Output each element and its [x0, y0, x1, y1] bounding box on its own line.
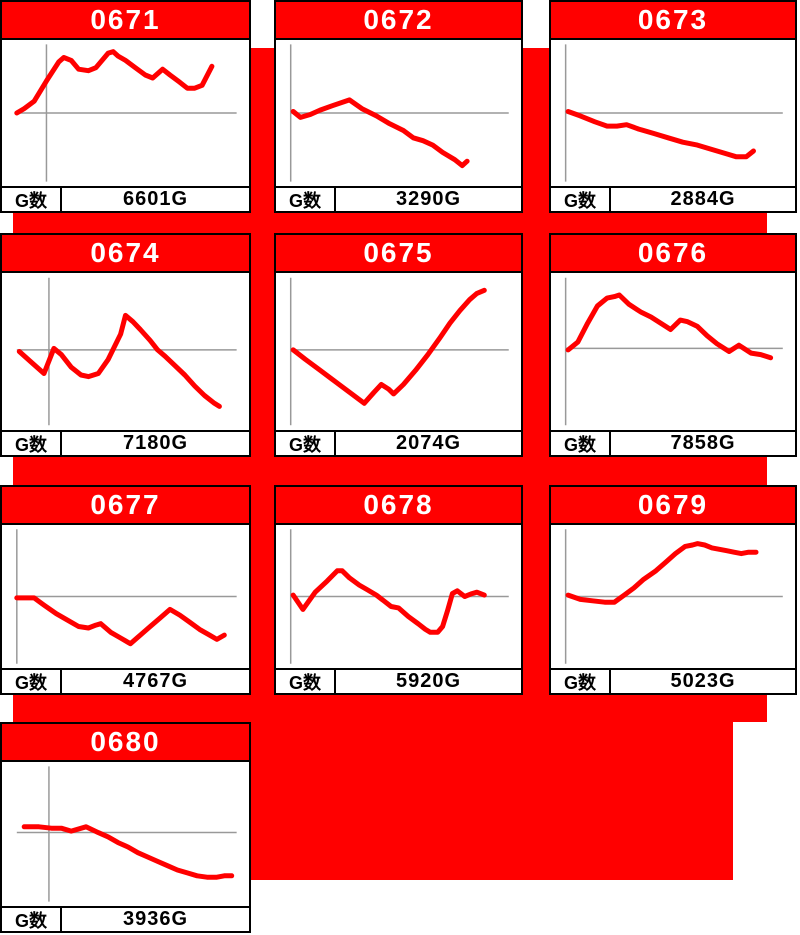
- machine-number: 0680: [90, 726, 161, 757]
- machine-card[interactable]: 0671 G数 6601G: [0, 0, 251, 213]
- machine-number: 0676: [637, 237, 709, 268]
- machine-number-header: 0673: [549, 0, 797, 40]
- g-count-label: G数: [551, 432, 611, 455]
- g-count-row: G数 2074G: [274, 430, 523, 457]
- g-count-value: 2884G: [670, 188, 736, 210]
- machine-number: 0671: [90, 4, 161, 35]
- g-count-label: G数: [276, 670, 336, 693]
- g-count-label: G数: [551, 670, 611, 693]
- g-count-value: 3936G: [122, 908, 189, 930]
- g-count-value: 3290G: [395, 188, 462, 210]
- slump-line: [565, 541, 759, 605]
- machine-card[interactable]: 0674 G数 7180G: [0, 233, 251, 457]
- slump-graph: [549, 525, 797, 668]
- slump-graph: [0, 273, 251, 430]
- slump-graph-svg: [289, 277, 509, 426]
- slump-graph-svg: [16, 277, 237, 426]
- slump-line: [14, 49, 215, 116]
- machine-number-header: 0680: [0, 722, 251, 762]
- g-count-row: G数 3936G: [0, 906, 251, 933]
- machine-card[interactable]: 0676 G数 7858G: [549, 233, 797, 457]
- machine-number: 0674: [90, 237, 161, 268]
- machine-number-header: 0678: [274, 485, 523, 525]
- machine-card[interactable]: 0672 G数 3290G: [274, 0, 523, 213]
- g-count-label: G数: [276, 432, 336, 455]
- slump-graph-svg: [14, 529, 237, 664]
- slump-graph: [0, 525, 251, 668]
- slump-graph-svg: [564, 529, 783, 664]
- g-count-label: G数: [2, 908, 62, 931]
- g-count-row: G数 7858G: [549, 430, 797, 457]
- slump-graph-svg: [564, 44, 783, 182]
- machine-number: 0679: [637, 489, 709, 520]
- machine-card[interactable]: 0673 G数 2884G: [549, 0, 797, 213]
- g-count-row: G数 5023G: [549, 668, 797, 695]
- slump-line: [290, 287, 487, 406]
- machine-number-header: 0674: [0, 233, 251, 273]
- slump-graph: [549, 40, 797, 186]
- machine-number-header: 0677: [0, 485, 251, 525]
- slump-graph: [549, 273, 797, 430]
- g-count-row: G数 3290G: [274, 186, 523, 213]
- g-count-label: G数: [2, 670, 62, 693]
- g-count-label: G数: [276, 188, 336, 211]
- slump-line: [21, 824, 235, 880]
- machine-card[interactable]: 0675 G数 2074G: [274, 233, 523, 457]
- red-background-panel: [251, 722, 733, 880]
- machine-number-header: 0675: [274, 233, 523, 273]
- g-count-row: G数 5920G: [274, 668, 523, 695]
- slump-graph: [0, 40, 251, 186]
- machine-card[interactable]: 0679 G数 5023G: [549, 485, 797, 695]
- slump-line: [16, 312, 222, 409]
- slump-graph-svg: [14, 44, 237, 182]
- g-count-value: 7858G: [670, 432, 736, 454]
- slump-graph-svg: [564, 277, 783, 426]
- machine-card[interactable]: 0678 G数 5920G: [274, 485, 523, 695]
- slump-graph: [0, 762, 251, 906]
- slump-graph-svg: [16, 766, 237, 902]
- g-count-value: 5023G: [670, 670, 736, 692]
- slump-line: [290, 568, 487, 635]
- slump-graph: [274, 273, 523, 430]
- slump-line: [565, 292, 774, 361]
- slump-graph-svg: [289, 44, 509, 182]
- slump-line: [565, 109, 756, 160]
- machine-card[interactable]: 0677 G数 4767G: [0, 485, 251, 695]
- machine-number-header: 0676: [549, 233, 797, 273]
- machine-number: 0672: [363, 4, 434, 35]
- g-count-row: G数 6601G: [0, 186, 251, 213]
- g-count-value: 2074G: [395, 432, 462, 454]
- g-count-value: 6601G: [122, 188, 189, 210]
- slump-line: [290, 97, 470, 169]
- machine-number: 0675: [363, 237, 434, 268]
- machine-number: 0673: [637, 4, 709, 35]
- g-count-row: G数 2884G: [549, 186, 797, 213]
- g-count-row: G数 4767G: [0, 668, 251, 695]
- slump-graph: [274, 40, 523, 186]
- machine-number-header: 0679: [549, 485, 797, 525]
- g-count-label: G数: [2, 188, 62, 211]
- machine-number: 0678: [363, 489, 434, 520]
- slump-graph: [274, 525, 523, 668]
- machine-number-header: 0671: [0, 0, 251, 40]
- slump-graph-svg: [289, 529, 509, 664]
- g-count-value: 5920G: [395, 670, 462, 692]
- g-count-value: 7180G: [122, 432, 189, 454]
- g-count-value: 4767G: [122, 670, 189, 692]
- machine-number: 0677: [90, 489, 161, 520]
- g-count-row: G数 7180G: [0, 430, 251, 457]
- g-count-label: G数: [2, 432, 62, 455]
- g-count-label: G数: [551, 188, 611, 211]
- machine-number-header: 0672: [274, 0, 523, 40]
- slump-line: [14, 595, 227, 647]
- machine-card[interactable]: 0680 G数 3936G: [0, 722, 251, 933]
